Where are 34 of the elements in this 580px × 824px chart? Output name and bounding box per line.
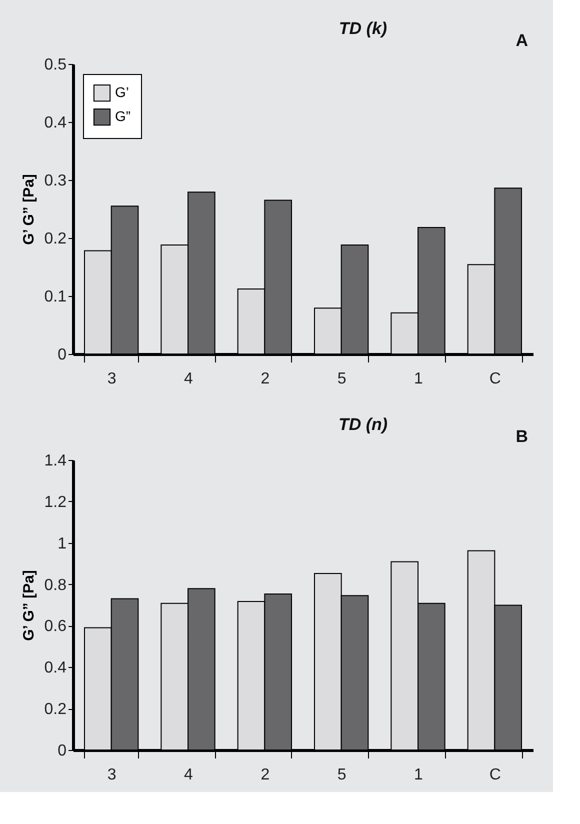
x-tick-label: 5 [337, 370, 346, 388]
text: A [516, 31, 528, 50]
y-tick-label: 0.5 [44, 56, 67, 74]
x-tick-label: 2 [260, 766, 270, 784]
x-tick-label: 1 [414, 766, 424, 784]
x-tick-label: 3 [107, 370, 116, 388]
x-tick-label: C [489, 766, 501, 784]
y-tick-label: 0.3 [44, 172, 67, 190]
y-tick-label: 0 [58, 742, 67, 760]
y-axis-title: G’ G” [Pa] [20, 570, 38, 641]
chart-title: TD (k) [338, 19, 388, 38]
y-tick-label: 0.8 [44, 576, 67, 594]
x-tick-label: 5 [337, 766, 346, 784]
y-tick-label: 0.4 [44, 114, 67, 132]
text: B [516, 427, 528, 446]
y-tick-label: 0.2 [44, 230, 67, 248]
y-tick-label: 1.2 [44, 494, 67, 511]
y-tick-label: 0 [58, 346, 67, 364]
x-tick-label: 2 [260, 370, 270, 388]
x-tick-label: 1 [414, 370, 424, 388]
y-axis-title: G’ G” [Pa] [20, 174, 38, 245]
x-tick-label: 3 [107, 766, 116, 784]
legend-label: G” [115, 108, 131, 124]
legend-label: G’ [115, 84, 129, 100]
y-tick-label: 1.4 [44, 452, 67, 470]
y-tick-label: 1 [58, 535, 67, 552]
y-tick-label: 0.4 [44, 660, 67, 677]
y-tick-label: 0.2 [44, 701, 67, 718]
y-tick-label: 0.6 [44, 618, 67, 636]
x-tick-label: 4 [184, 766, 194, 784]
chart-title: TD (n) [338, 415, 388, 434]
x-tick-label: C [489, 370, 501, 388]
y-tick-label: 0.1 [44, 288, 67, 306]
x-tick-label: 4 [184, 370, 194, 388]
